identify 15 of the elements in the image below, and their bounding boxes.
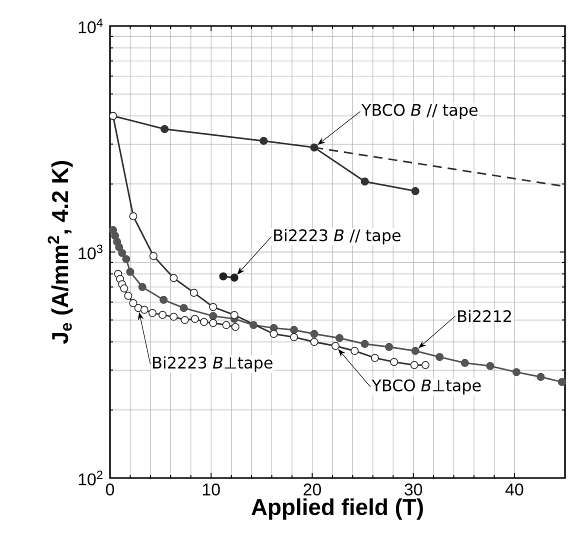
- x-tick-label: 0: [106, 484, 114, 496]
- text: YBCO B // tape: [361, 104, 478, 120]
- y-tick-label: 10$^{3}$: [78, 244, 102, 260]
- x-tick-label: 30: [404, 484, 422, 496]
- x-tick-label: 20: [304, 484, 321, 496]
- y-tick-label: 10$^{2}$: [78, 470, 102, 486]
- y-axis-title: J$_{e}$ (A/mm$^{2}$, 4.2 K): [48, 160, 73, 344]
- x-tick-label: 10: [202, 484, 220, 496]
- text: Bi2212: [458, 310, 511, 322]
- x-tick-label: 40: [505, 484, 524, 496]
- text: Bi2223 B⊥tape: [153, 356, 272, 372]
- y-tick-label: 10$^{4}$: [78, 18, 103, 34]
- x-axis-title: Applied field (T): [252, 498, 423, 520]
- series-label: YBCO B⊥tape: [372, 379, 481, 395]
- text: Bi2223 B // tape: [274, 228, 400, 244]
